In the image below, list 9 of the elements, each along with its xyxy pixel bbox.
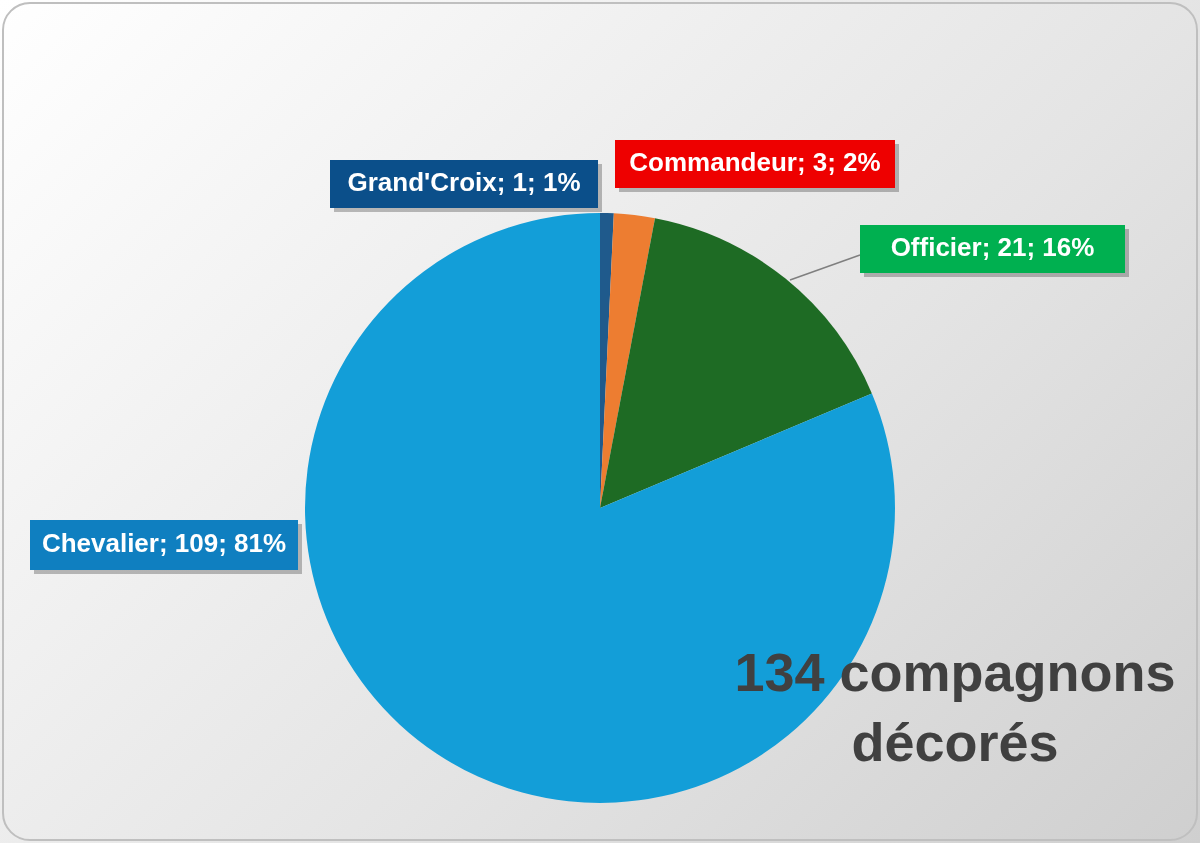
data-label: ; 21; 16%: [981, 232, 1095, 263]
data-label: ; 109; 81%: [158, 528, 287, 559]
data-label: ; 3; 2%: [796, 147, 881, 178]
slice-label: Grand'Croix: [347, 167, 498, 198]
data-label: ; 1; 1%: [496, 167, 581, 198]
text: 134 compagnons décorés: [734, 641, 1176, 772]
slice-label: Chevalier: [41, 528, 159, 559]
slice-label: Commandeur: [629, 147, 797, 178]
slice-label: Officier: [890, 232, 982, 263]
